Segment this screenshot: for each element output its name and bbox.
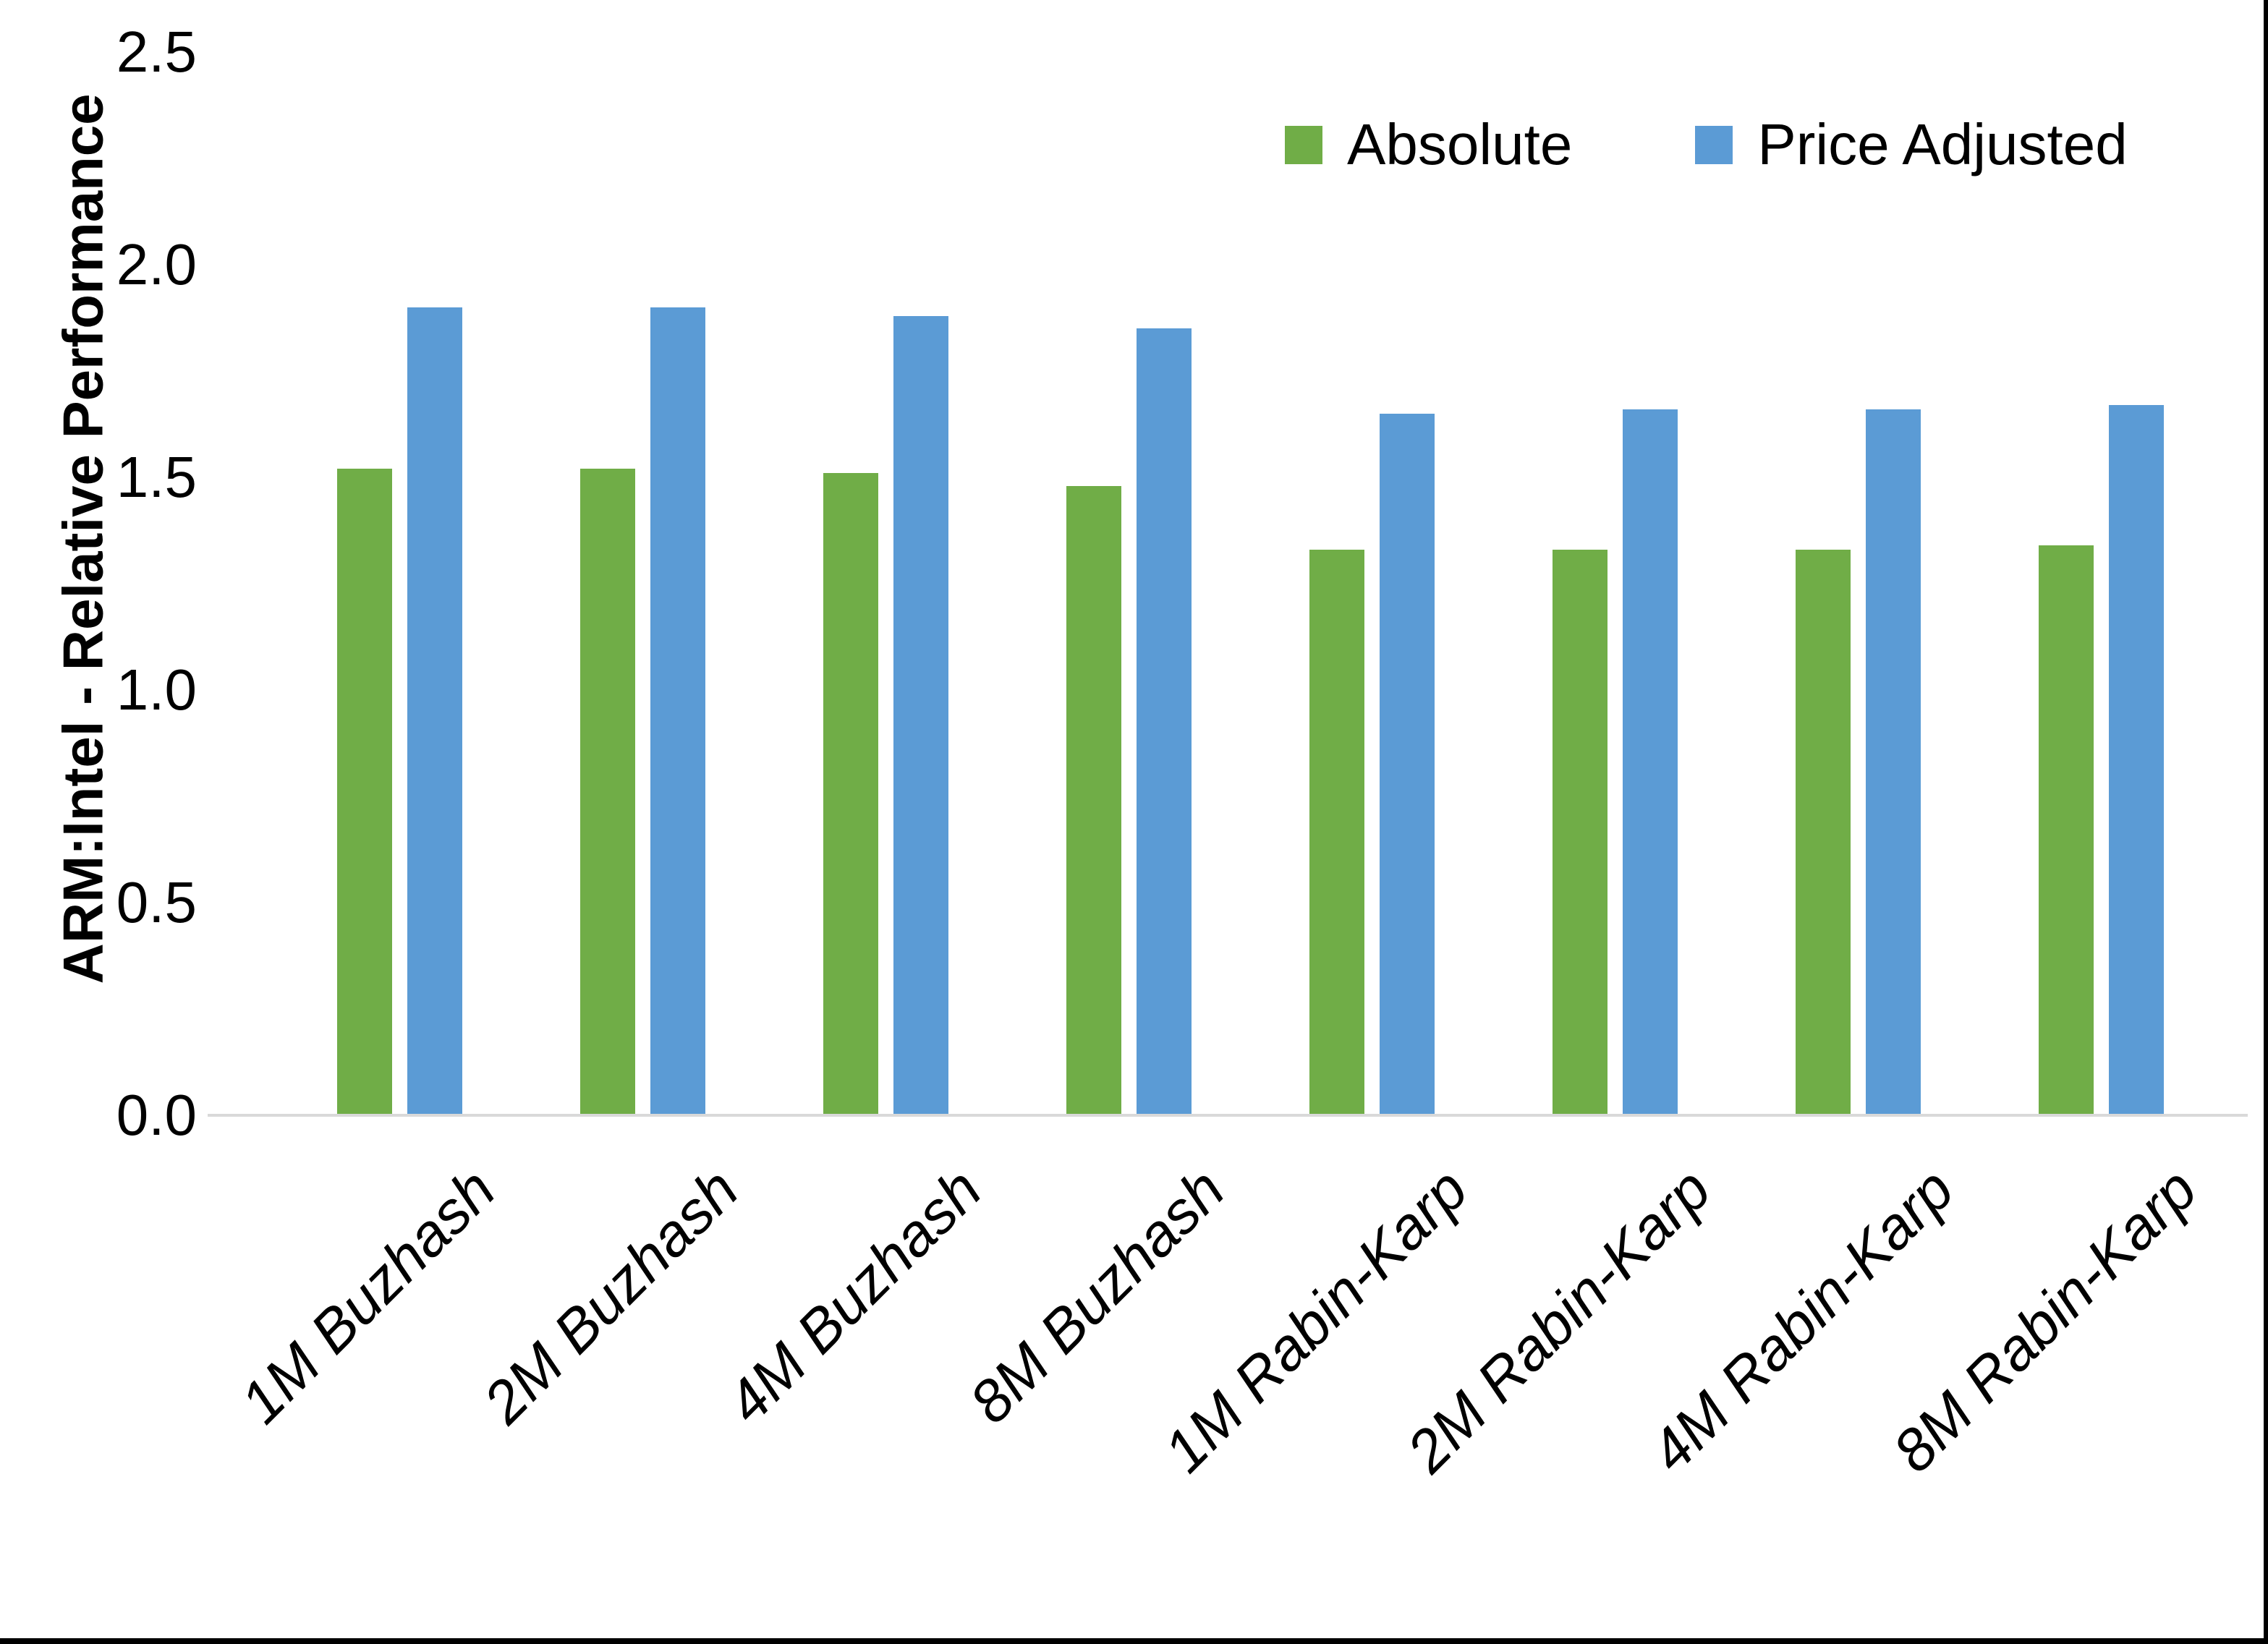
y-axis-title: ARM:Intel - Relative Performance [51,93,115,984]
legend-item-absolute: Absolute [1285,114,1572,175]
bar-price-adjusted [2108,405,2164,1115]
x-axis-line [208,1114,2248,1117]
legend-swatch-price-adjusted-icon [1695,125,1733,164]
y-tick-label: 1.0 [116,657,197,722]
bar-price-adjusted [1379,413,1435,1115]
bar-group [521,52,764,1115]
bar-absolute [1309,549,1364,1115]
legend: Absolute Price Adjusted [1285,114,2128,175]
bar-absolute [336,469,392,1115]
bar-price-adjusted [407,307,462,1115]
bar-absolute [1795,549,1851,1115]
y-tick-label: 2.5 [116,20,197,84]
x-axis-label: 4M Buzhash [714,1156,995,1436]
bar-absolute [579,469,635,1115]
bar-absolute [823,473,878,1115]
bar-group [278,52,521,1115]
bar-group [1979,52,2222,1115]
bar-price-adjusted [1865,409,1921,1115]
y-tick-label: 0.5 [116,870,197,934]
bar-group [1250,52,1493,1115]
bar-price-adjusted [1136,328,1192,1115]
bar-absolute [2038,545,2094,1115]
x-axis-label: 2M Buzhash [471,1156,752,1436]
x-axis-label: 1M Buzhash [228,1156,509,1436]
legend-swatch-absolute-icon [1285,125,1322,164]
bar-group [1493,52,1736,1115]
y-tick-label: 0.0 [116,1083,197,1147]
bar-group [1736,52,1979,1115]
bar-price-adjusted [650,307,705,1115]
bar-group [1007,52,1250,1115]
y-tick-label: 2.0 [116,232,197,297]
bar-group [764,52,1007,1115]
legend-label-absolute: Absolute [1347,112,1573,176]
y-tick-label: 1.5 [116,445,197,509]
bar-absolute [1066,485,1121,1115]
bar-price-adjusted [1622,409,1678,1115]
legend-label-price-adjusted: Price Adjusted [1757,112,2128,176]
bar-absolute [1552,549,1607,1115]
plot-area [278,52,2222,1115]
legend-item-price-adjusted: Price Adjusted [1695,112,2128,176]
bar-price-adjusted [893,315,948,1115]
